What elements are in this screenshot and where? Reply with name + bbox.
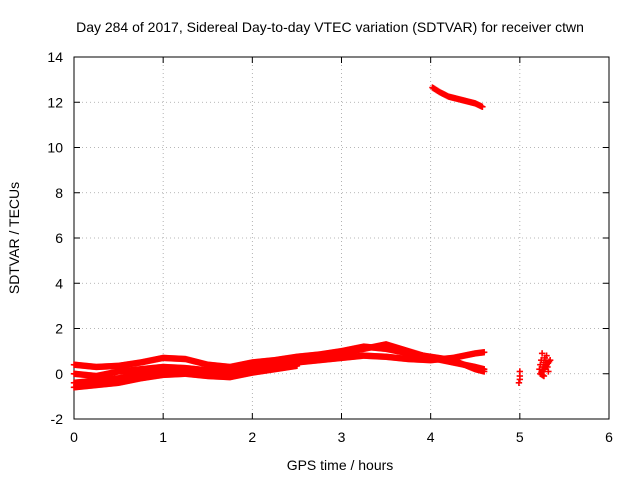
data-point bbox=[541, 366, 548, 373]
x-tick-label: 4 bbox=[427, 429, 435, 445]
y-tick-label: 10 bbox=[47, 140, 63, 156]
data-point bbox=[543, 352, 550, 359]
data-point bbox=[480, 366, 488, 373]
data-point bbox=[540, 372, 548, 380]
data-point bbox=[515, 379, 523, 386]
y-tick-label: 4 bbox=[55, 275, 63, 291]
data-point bbox=[480, 349, 488, 356]
data-point bbox=[516, 376, 524, 383]
y-tick-label: 0 bbox=[55, 366, 63, 382]
data-point bbox=[538, 350, 546, 357]
data-point bbox=[542, 359, 549, 366]
x-tick-label: 5 bbox=[516, 429, 524, 445]
series-cluster-5.25 bbox=[536, 350, 554, 380]
x-tick-label: 3 bbox=[338, 429, 346, 445]
x-tick-label: 2 bbox=[248, 429, 256, 445]
y-tick-label: 14 bbox=[47, 49, 63, 65]
y-tick-label: 2 bbox=[55, 321, 63, 337]
series-track-d bbox=[70, 362, 301, 391]
y-tick-label: -2 bbox=[51, 411, 64, 427]
data-marks bbox=[70, 84, 554, 391]
y-axis-label: SDTVAR / TECUs bbox=[6, 182, 22, 294]
series-upper-track bbox=[429, 84, 486, 110]
grid bbox=[74, 57, 609, 419]
series-track-c bbox=[70, 341, 488, 380]
series-track-a bbox=[70, 343, 488, 375]
x-axis-label: GPS time / hours bbox=[287, 457, 394, 473]
data-point bbox=[479, 103, 486, 110]
x-tick-label: 6 bbox=[605, 429, 613, 445]
data-point bbox=[516, 368, 524, 375]
series-cluster-5.0 bbox=[515, 368, 524, 386]
data-point bbox=[545, 368, 552, 375]
x-tick-label: 1 bbox=[159, 429, 167, 445]
y-tick-label: 8 bbox=[55, 185, 63, 201]
data-point bbox=[293, 362, 301, 370]
x-tick-label: 0 bbox=[70, 429, 78, 445]
y-tick-label: 12 bbox=[47, 94, 63, 110]
chart-title: Day 284 of 2017, Sidereal Day-to-day VTE… bbox=[76, 19, 584, 35]
y-tick-label: 6 bbox=[55, 230, 63, 246]
